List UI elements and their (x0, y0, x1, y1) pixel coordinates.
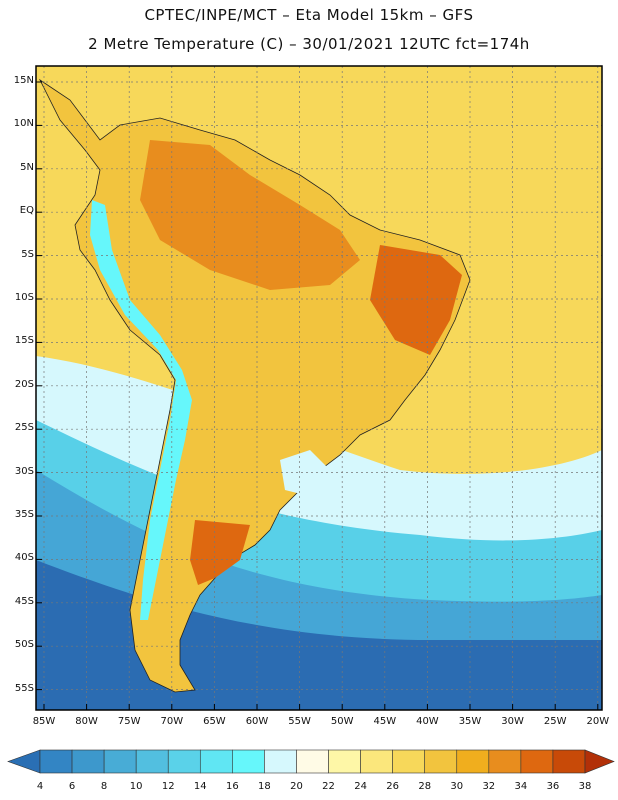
colorbar-tick-label: 22 (322, 781, 335, 792)
longitude-label: 30W (501, 716, 524, 727)
colorbar-cell (520, 749, 554, 774)
hot-region-patagonia (190, 520, 250, 585)
colorbar-tick-label: 30 (450, 781, 464, 792)
longitude-label: 80W (75, 716, 98, 727)
colorbar-cell (360, 749, 393, 774)
longitude-label: 70W (160, 716, 184, 727)
colorbar-tick-label: 6 (68, 781, 76, 792)
colorbar-tick-label: 16 (225, 781, 239, 792)
colorbar-low-arrow (7, 749, 41, 774)
latitude-label: 25S (14, 422, 34, 434)
colorbar-tick-label: 14 (193, 781, 207, 792)
latitude-label: 15S (14, 335, 34, 347)
map-title-line1: CPTEC/INPE/MCT – Eta Model 15km – GFS (144, 6, 474, 24)
latitude-label: 35S (14, 509, 34, 520)
colorbar-cell (264, 749, 297, 774)
latitude-label: 45S (14, 595, 34, 607)
colorbar-cell (392, 749, 426, 774)
colorbar-cell (199, 749, 233, 774)
colorbar-tick-label: 8 (100, 781, 108, 792)
colorbar-tick-label: 28 (418, 781, 432, 792)
colorbar-tick-label: 4 (36, 781, 44, 792)
colorbar-cell (103, 749, 137, 774)
colorbar-cell (232, 749, 265, 774)
colorbar-tick-label: 20 (290, 781, 303, 792)
latitude-label: 10N (13, 118, 34, 130)
longitude-label: 45W (373, 716, 397, 727)
latitude-label: 10S (14, 292, 34, 303)
colorbar-tick-label: 18 (258, 781, 271, 792)
hot-region-amazon (140, 140, 360, 290)
hot-region-northeast (370, 245, 462, 355)
longitude-label: 85W (32, 716, 56, 727)
rio-de-la-plata-cool-region (280, 450, 330, 495)
latitude-label: 55S (14, 682, 34, 694)
latitude-label: 40S (14, 552, 34, 564)
colorbar-cell (328, 749, 361, 774)
colorbar-cell (71, 749, 105, 774)
latitude-label: 5S (21, 248, 34, 260)
longitude-label: 25W (543, 716, 567, 727)
latitude-label: 20S (14, 378, 34, 390)
colorbar-tick-label: 10 (129, 781, 143, 792)
colorbar-cell (135, 749, 169, 774)
lat-lon-grid (36, 66, 602, 710)
longitude-label: 50W (330, 716, 354, 727)
colorbar-cell (456, 749, 490, 774)
colorbar-tick-label: 12 (161, 781, 175, 792)
south-america-landmass (38, 78, 471, 693)
colorbar-cell (488, 749, 522, 774)
colorbar-cell (552, 749, 586, 774)
longitude-label: 40W (416, 716, 439, 727)
colorbar-tick-label: 36 (546, 781, 560, 792)
colorbar-tick-label: 24 (354, 781, 367, 792)
longitude-label: 20W (586, 716, 610, 727)
longitude-label: 55W (288, 716, 311, 727)
map-title-line2: 2 Metre Temperature (C) – 30/01/2021 12U… (88, 35, 530, 53)
latitude-label: EQ (19, 205, 34, 217)
map-frame (35, 65, 603, 711)
latitude-label: 15N (13, 75, 34, 86)
longitude-label: 60W (245, 716, 269, 727)
colorbar-tick-label: 38 (578, 781, 592, 792)
longitude-label: 35W (458, 716, 482, 727)
colorbar-cell (296, 749, 329, 774)
latitude-label: 50S (14, 639, 34, 651)
colorbar-tick-label: 32 (482, 781, 496, 792)
colorbar-cell (39, 749, 73, 774)
colorbar (7, 749, 615, 774)
axis-ticks (36, 81, 599, 710)
colorbar-cell (167, 749, 201, 774)
colorbar-high-arrow (584, 749, 615, 774)
latitude-label: 30S (14, 465, 34, 477)
andes-cold-ridge (90, 200, 192, 620)
longitude-label: 75W (117, 716, 141, 727)
longitude-label: 65W (203, 716, 226, 727)
colorbar-tick-label: 26 (386, 781, 399, 792)
colorbar-tick-label: 34 (514, 781, 528, 792)
colorbar-cell (424, 749, 458, 774)
latitude-label: 5N (20, 161, 34, 173)
